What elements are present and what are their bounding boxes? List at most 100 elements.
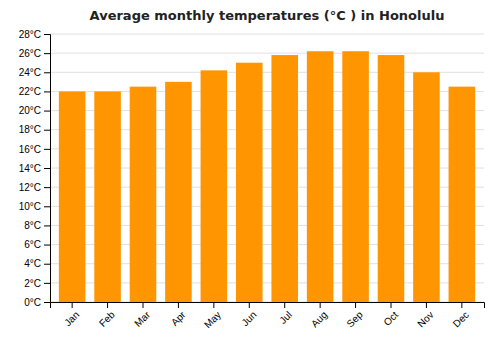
- x-tick-label: Jan: [62, 309, 81, 328]
- y-tick-label: 0°C: [24, 297, 41, 308]
- x-tick-mark: [426, 302, 427, 308]
- y-tick-mark: [44, 53, 50, 54]
- x-tick-mark: [143, 302, 144, 308]
- x-tick-mark: [461, 302, 462, 308]
- y-tick-mark: [44, 245, 50, 246]
- y-tick: 4°C: [24, 258, 50, 269]
- grid-line: [50, 53, 484, 54]
- x-tick-mark: [249, 302, 250, 308]
- x-tick: Jul: [277, 302, 294, 326]
- y-tick-mark: [44, 283, 50, 284]
- y-tick-mark: [44, 130, 50, 131]
- y-tick-mark: [44, 264, 50, 265]
- y-tick: 26°C: [19, 48, 50, 59]
- y-tick: 22°C: [19, 86, 50, 97]
- x-tick-mark: [213, 302, 214, 308]
- x-tick-mark: [178, 302, 179, 308]
- bar: [130, 87, 157, 302]
- bar: [271, 55, 298, 302]
- y-tick-label: 6°C: [24, 239, 41, 250]
- bar: [449, 87, 476, 302]
- x-tick: Jun: [239, 302, 258, 328]
- y-tick-label: 2°C: [24, 278, 41, 289]
- y-tick-label: 18°C: [19, 124, 41, 135]
- y-tick-mark: [44, 72, 50, 73]
- y-tick: 18°C: [19, 124, 50, 135]
- y-tick-mark: [44, 34, 50, 35]
- y-axis: 0°C 2°C 4°C 6°C 8°C 10°C 12°C 14°C 16°C 18°C 20°C 2…: [19, 29, 51, 308]
- x-tick-label: Nov: [415, 309, 435, 329]
- plot: 0°C 2°C 4°C 6°C 8°C 10°C 12°C 14°C 16°C 18°C 20°C 2…: [19, 29, 485, 331]
- y-tick: 10°C: [19, 201, 50, 212]
- y-tick-label: 24°C: [19, 67, 41, 78]
- y-tick-label: 16°C: [19, 144, 41, 155]
- x-tick: May: [202, 302, 223, 330]
- x-tick-mark: [72, 302, 73, 308]
- y-tick-label: 22°C: [19, 86, 41, 97]
- y-tick-label: 10°C: [19, 201, 41, 212]
- bar: [378, 55, 405, 302]
- bar: [94, 91, 121, 302]
- x-tick: Jan: [62, 302, 81, 328]
- x-tick-mark: [320, 302, 321, 308]
- x-tick: Dec: [451, 302, 471, 329]
- x-tick: Sep: [344, 302, 365, 329]
- y-tick-label: 12°C: [19, 182, 41, 193]
- bars: [59, 51, 475, 302]
- y-tick-mark: [44, 302, 50, 303]
- bar: [413, 72, 440, 302]
- y-tick: 6°C: [24, 239, 50, 250]
- y-tick-mark: [44, 91, 50, 92]
- bar: [342, 51, 369, 302]
- y-tick: 8°C: [24, 220, 50, 231]
- y-tick-label: 4°C: [24, 258, 41, 269]
- x-tick: Feb: [97, 302, 117, 329]
- x-tick: Nov: [415, 302, 435, 329]
- grid: [50, 34, 484, 302]
- y-tick: 14°C: [19, 163, 50, 174]
- title: Average monthly temperatures (°C ) in Ho…: [90, 8, 445, 23]
- x-tick-label: Apr: [169, 309, 188, 328]
- x-tick: Apr: [169, 302, 188, 328]
- y-tick-label: 26°C: [19, 48, 41, 59]
- y-tick-mark: [44, 149, 50, 150]
- bar: [201, 70, 228, 302]
- x-tick-mark: [107, 302, 108, 308]
- y-tick-mark: [44, 225, 50, 226]
- x-tick-label: May: [202, 309, 223, 330]
- y-tick-label: 8°C: [24, 220, 41, 231]
- x-tick-label: Dec: [451, 309, 471, 329]
- y-tick-mark: [44, 187, 50, 188]
- x-tick-mark: [355, 302, 356, 308]
- y-tick-mark: [44, 168, 50, 169]
- bar: [59, 91, 86, 302]
- x-axis-line: [51, 303, 485, 309]
- y-tick-label: 20°C: [19, 105, 41, 116]
- x-tick-label: Feb: [97, 309, 117, 329]
- y-tick: 20°C: [19, 105, 50, 116]
- x-tick-mark: [391, 302, 392, 308]
- x-tick: Aug: [309, 302, 329, 329]
- grid-line: [50, 34, 484, 35]
- x-tick: Oct: [381, 302, 400, 328]
- x-tick-mark: [284, 302, 285, 308]
- bar: [165, 82, 192, 302]
- x-tick-label: Sep: [344, 309, 365, 330]
- y-tick: 0°C: [24, 297, 50, 308]
- y-tick-mark: [44, 111, 50, 112]
- chart-container: 0°C 2°C 4°C 6°C 8°C 10°C 12°C 14°C 16°C 18°C 20°C 2…: [0, 0, 500, 350]
- y-tick: 2°C: [24, 278, 50, 289]
- y-axis-line: [44, 35, 51, 303]
- bar: [236, 63, 263, 302]
- x-tick-label: Jun: [239, 309, 258, 328]
- x-tick-label: Jul: [277, 309, 294, 326]
- x-tick: Mar: [132, 302, 152, 329]
- bar: [307, 51, 334, 302]
- y-tick-label: 28°C: [19, 29, 41, 40]
- y-tick-label: 14°C: [19, 163, 41, 174]
- chart-svg: 0°C 2°C 4°C 6°C 8°C 10°C 12°C 14°C 16°C 18°C 20°C 2…: [0, 0, 500, 350]
- x-tick-label: Mar: [132, 309, 152, 329]
- y-tick: 12°C: [19, 182, 50, 193]
- x-axis: Jan Feb Mar Apr May Jun Jul Aug Sep Oct Nov Dec: [51, 302, 485, 330]
- y-tick: 24°C: [19, 67, 50, 78]
